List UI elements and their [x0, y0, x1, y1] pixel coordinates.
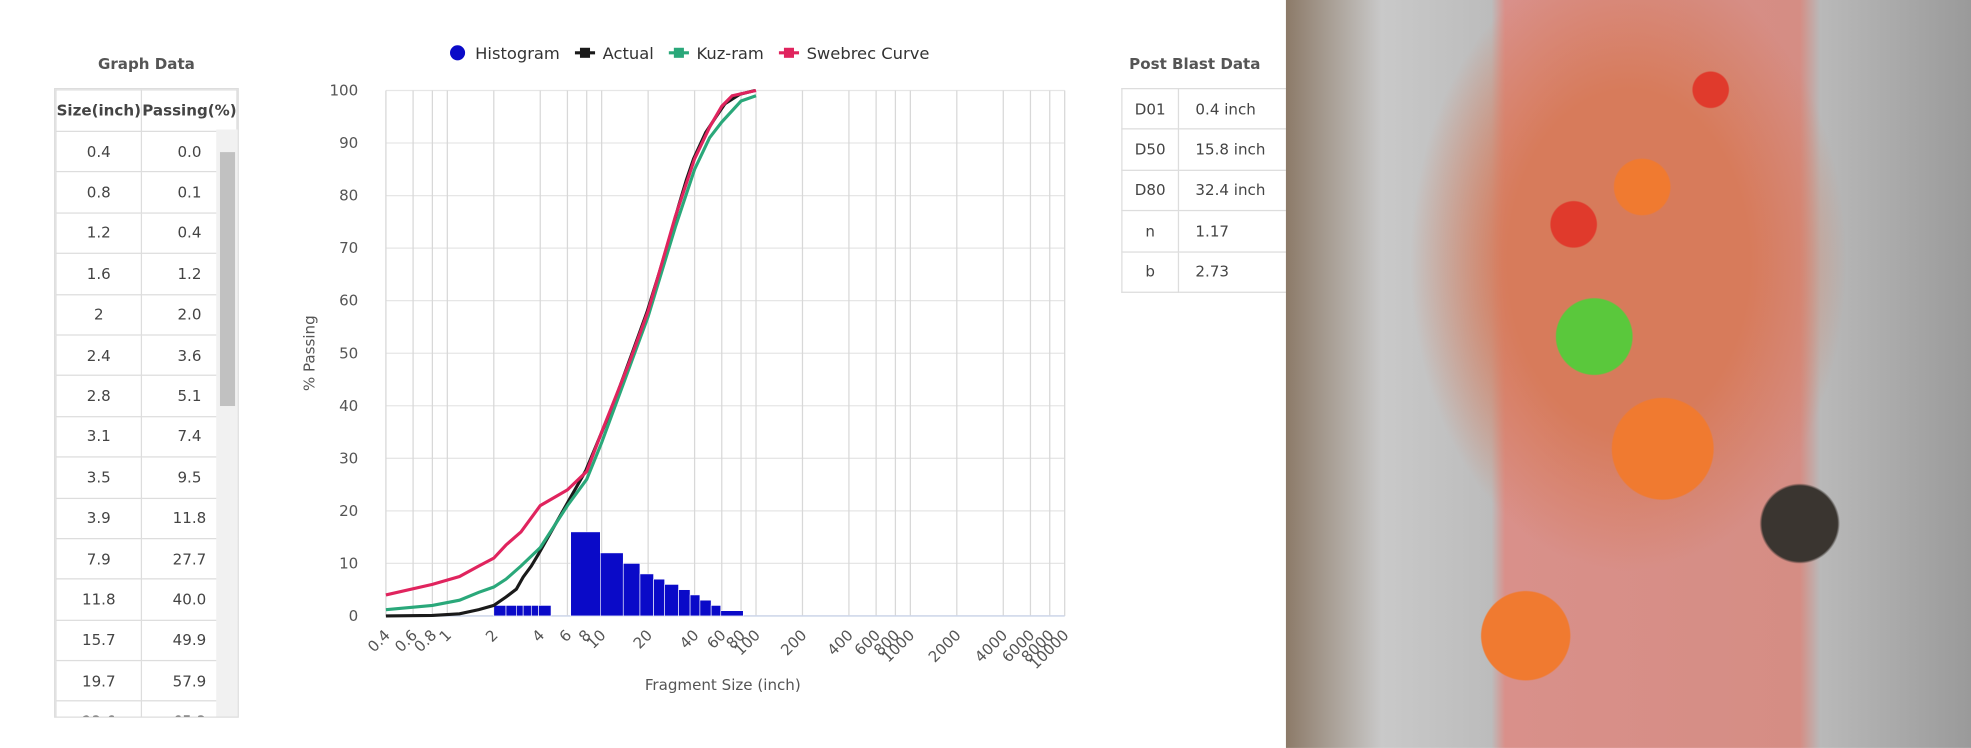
cell: b	[1121, 250, 1180, 293]
y-tick-label: 60	[339, 292, 358, 310]
histogram-bar	[720, 610, 744, 617]
histogram-bar	[653, 578, 665, 617]
cell: 32.4 inch	[1177, 169, 1288, 212]
y-tick-label: 100	[329, 82, 358, 100]
legend-label: Actual	[603, 44, 654, 63]
y-tick-label: 0	[349, 607, 359, 625]
histogram-bar	[505, 605, 517, 617]
blast-photo	[1285, 0, 1971, 748]
x-tick-label: 6	[556, 626, 576, 646]
y-tick-label: 90	[339, 134, 358, 152]
graph-data-table: Size(inch) Passing(%) 0.4 0.0 0.8 0.1 1.2 0.4 1…	[54, 87, 239, 718]
row: 23.665.3	[55, 700, 238, 717]
y-tick-label: 10	[339, 554, 358, 572]
histogram-bar	[689, 594, 701, 617]
line-series	[385, 88, 757, 597]
x-tick-label: 0.4	[364, 626, 394, 656]
histogram-bar	[516, 605, 524, 617]
chart: Fragment Size (inch) % Passing 010203040…	[300, 44, 1072, 694]
cell: 1.2	[55, 212, 143, 255]
post-blast-table: D01 0.4 inch D50 15.8 inch D80 32.4 inch n 1.17…	[1121, 87, 1288, 293]
histogram-bar	[570, 531, 601, 617]
histogram-bar	[530, 605, 539, 617]
legend-label: Kuz-ram	[696, 44, 763, 63]
y-tick-label: 70	[339, 239, 358, 257]
histogram-bar	[639, 573, 654, 617]
histogram-bar	[699, 599, 712, 617]
x-tick-label: 4	[529, 626, 549, 646]
row: b 2.73	[1121, 250, 1288, 293]
cell: 23.6	[55, 700, 143, 717]
legend-symbol	[783, 47, 795, 58]
x-axis-label: Fragment Size (inch)	[645, 676, 801, 694]
y-tick-label: 50	[339, 344, 358, 362]
scrollbar[interactable]	[216, 129, 238, 717]
histogram-bar	[522, 605, 532, 617]
cell: 3.1	[55, 415, 143, 458]
cell: D50	[1121, 128, 1180, 171]
cell: 15.8 inch	[1177, 128, 1288, 171]
scroll-thumb[interactable]	[219, 152, 236, 407]
cell: 0.4	[55, 130, 143, 173]
row: n 1.17	[1121, 210, 1288, 253]
cell: 7.9	[55, 537, 143, 580]
y-tick-label: 80	[339, 187, 358, 205]
histogram-bar	[678, 589, 691, 617]
cell: D01	[1121, 87, 1180, 130]
y-tick-label: 30	[339, 449, 358, 467]
histogram-bar	[599, 552, 624, 617]
row: 15.7 49.9	[55, 619, 238, 662]
histogram-bar	[664, 584, 679, 617]
cell: 0.8	[55, 171, 143, 214]
x-tick-label: 0.8	[411, 626, 441, 656]
cell: 0.4 inch	[1177, 87, 1288, 130]
x-tick-label: 40	[676, 626, 702, 652]
row: D80 32.4 inch	[1121, 169, 1288, 212]
cell: 2.73	[1177, 250, 1288, 293]
cell: 19.7	[55, 660, 143, 703]
row: D01 0.4 inch	[1121, 87, 1288, 130]
x-tick-label: 10	[583, 626, 609, 652]
histogram-bar	[622, 563, 641, 617]
cell: D80	[1121, 169, 1180, 212]
header: Size(inch)	[55, 89, 143, 132]
histogram-bar	[710, 605, 722, 617]
x-tick-label: 2000	[925, 626, 965, 666]
post-blast-title: Post Blast Data	[1129, 55, 1261, 73]
histogram-bar	[538, 605, 552, 617]
cell: 1.6	[55, 252, 143, 295]
x-tick-label: 200	[777, 626, 810, 659]
graph-data-title: Graph Data	[97, 55, 195, 73]
y-tick-label: 20	[339, 502, 358, 520]
legend-symbol	[450, 45, 466, 61]
x-tick-label: 20	[630, 626, 656, 652]
cell: 11.8	[55, 578, 143, 621]
cell: 15.7	[55, 619, 143, 662]
legend-label: Swebrec Curve	[807, 44, 930, 63]
legend-label: Histogram	[475, 44, 560, 63]
cell: n	[1121, 210, 1180, 253]
cell: 1.17	[1177, 210, 1288, 253]
row: 1.2 0.4	[55, 212, 238, 255]
legend-symbol	[579, 47, 591, 58]
legend-symbol	[673, 47, 684, 58]
x-tick-label: 2	[482, 626, 502, 646]
cell: 3.5	[55, 456, 143, 499]
y-tick-label: 40	[339, 397, 358, 415]
x-tick-label: 1	[436, 626, 456, 646]
header: Passing(%)	[141, 89, 238, 132]
line-series	[385, 94, 757, 612]
x-tick-label: 400	[824, 626, 857, 659]
cell: 2	[55, 293, 143, 336]
y-axis-label: % Passing	[300, 315, 318, 391]
row: D50 15.8 inch	[1121, 128, 1288, 171]
histogram-bar	[493, 605, 507, 617]
